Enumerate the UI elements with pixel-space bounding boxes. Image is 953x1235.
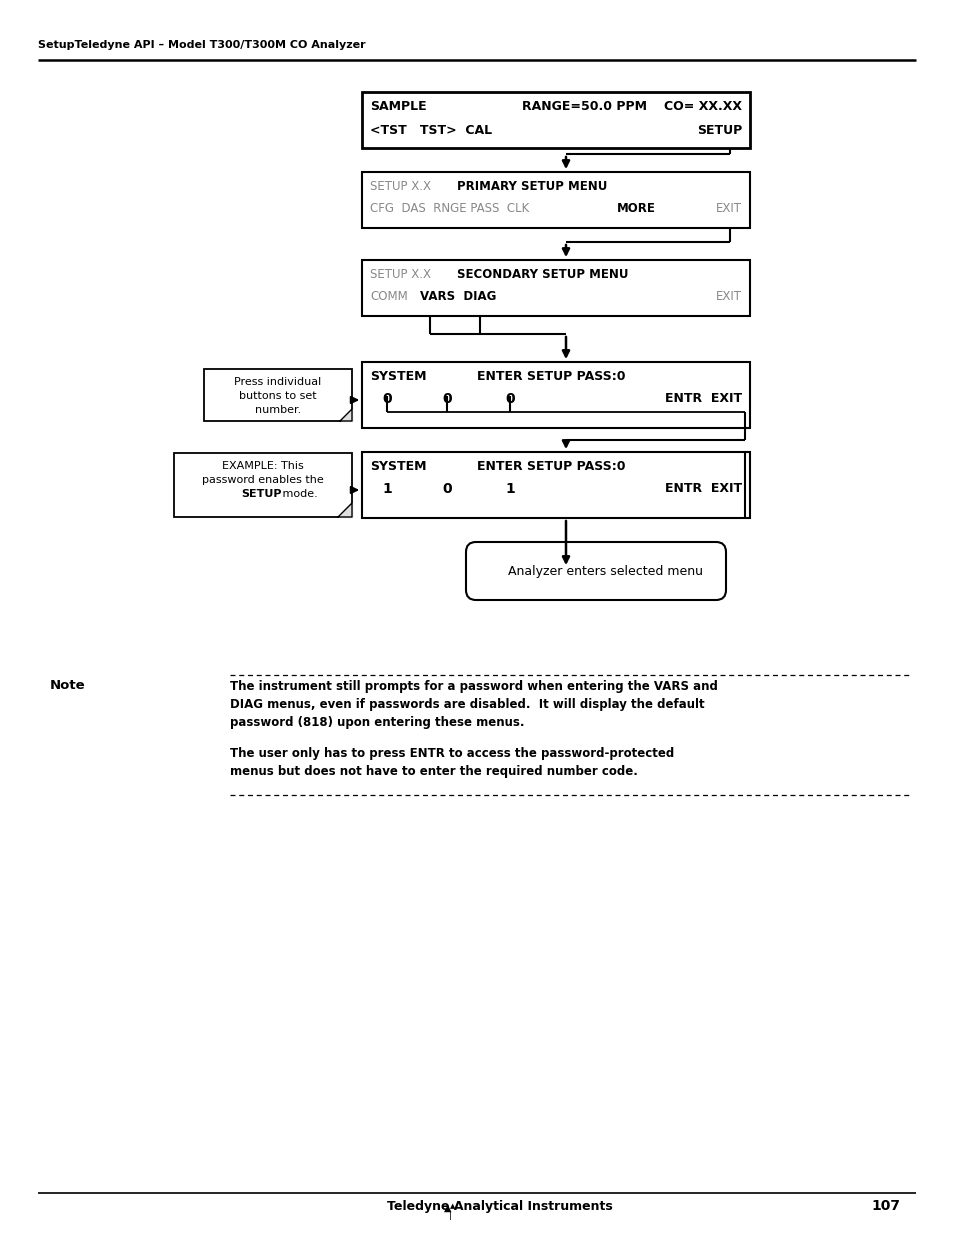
- Text: Teledyne Analytical Instruments: Teledyne Analytical Instruments: [387, 1200, 612, 1213]
- Text: CFG  DAS  RNGE PASS  CLK: CFG DAS RNGE PASS CLK: [370, 203, 529, 215]
- Text: 107: 107: [870, 1199, 899, 1213]
- Text: SECONDARY SETUP MENU: SECONDARY SETUP MENU: [456, 268, 628, 282]
- Text: ENTER SETUP PASS:0: ENTER SETUP PASS:0: [476, 370, 625, 383]
- Text: MORE: MORE: [617, 203, 655, 215]
- Text: Note: Note: [50, 679, 86, 692]
- Text: 0: 0: [441, 482, 451, 496]
- Text: SYSTEM: SYSTEM: [370, 370, 426, 383]
- Text: The instrument still prompts for a password when entering the VARS and
DIAG menu: The instrument still prompts for a passw…: [230, 680, 717, 729]
- Polygon shape: [339, 409, 352, 421]
- Text: SETUP: SETUP: [696, 124, 741, 137]
- Bar: [361, 172, 749, 228]
- Text: mode.: mode.: [278, 489, 317, 499]
- Polygon shape: [337, 503, 352, 517]
- Text: EXIT: EXIT: [716, 203, 741, 215]
- Bar: [361, 452, 749, 517]
- Bar: [204, 369, 352, 421]
- Text: ▲: ▲: [444, 1203, 452, 1213]
- Text: Press individual: Press individual: [234, 377, 321, 387]
- Text: SetupTeledyne API – Model T300/T300M CO Analyzer: SetupTeledyne API – Model T300/T300M CO …: [38, 40, 365, 49]
- Text: 1: 1: [381, 482, 392, 496]
- Bar: [361, 261, 749, 316]
- Text: 0: 0: [504, 391, 514, 406]
- Text: number.: number.: [254, 405, 301, 415]
- Bar: [361, 362, 749, 429]
- Text: RANGE=50.0 PPM: RANGE=50.0 PPM: [521, 100, 646, 112]
- Text: ▲: ▲: [450, 1203, 456, 1209]
- Text: Analyzer enters selected menu: Analyzer enters selected menu: [508, 564, 702, 578]
- Text: EXAMPLE: This: EXAMPLE: This: [222, 461, 304, 471]
- Text: EXIT: EXIT: [716, 290, 741, 303]
- Text: PRIMARY SETUP MENU: PRIMARY SETUP MENU: [456, 180, 607, 193]
- Text: SYSTEM: SYSTEM: [370, 459, 426, 473]
- Text: password enables the: password enables the: [202, 475, 323, 485]
- Text: <TST   TST>  CAL: <TST TST> CAL: [370, 124, 492, 137]
- Text: 0: 0: [381, 391, 392, 406]
- Text: COMM: COMM: [370, 290, 407, 303]
- Text: VARS  DIAG: VARS DIAG: [419, 290, 496, 303]
- Text: ENTER SETUP PASS:0: ENTER SETUP PASS:0: [476, 459, 625, 473]
- Text: ENTR  EXIT: ENTR EXIT: [664, 391, 741, 405]
- Text: buttons to set: buttons to set: [239, 391, 316, 401]
- Text: 0: 0: [441, 391, 451, 406]
- Bar: [173, 453, 352, 517]
- Text: SETUP X.X: SETUP X.X: [370, 268, 431, 282]
- Text: ENTR  EXIT: ENTR EXIT: [664, 482, 741, 495]
- Text: 1: 1: [504, 482, 515, 496]
- Text: SAMPLE: SAMPLE: [370, 100, 426, 112]
- Text: SETUP X.X: SETUP X.X: [370, 180, 431, 193]
- Text: |: |: [448, 1212, 451, 1220]
- FancyBboxPatch shape: [465, 542, 725, 600]
- Bar: [361, 91, 749, 148]
- Text: CO= XX.XX: CO= XX.XX: [663, 100, 741, 112]
- Text: The user only has to press ENTR to access the password-protected
menus but does : The user only has to press ENTR to acces…: [230, 747, 674, 778]
- Text: SETUP: SETUP: [241, 489, 281, 499]
